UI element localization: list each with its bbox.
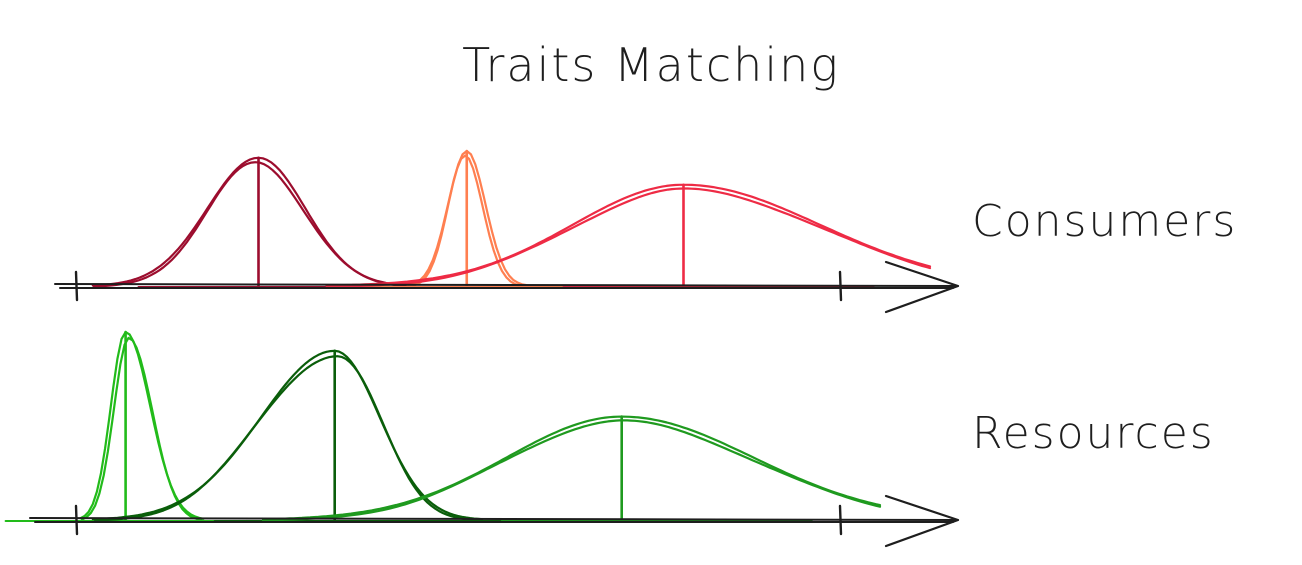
axis-line xyxy=(54,283,959,287)
axis-tick-right xyxy=(838,270,843,302)
axis-arrowhead xyxy=(884,260,960,314)
distribution-curve-1 xyxy=(92,161,415,288)
consumers-plot xyxy=(54,149,960,314)
distribution-curve-3 xyxy=(261,419,882,522)
resources-plot xyxy=(4,330,960,548)
distribution-curve-3 xyxy=(325,187,932,288)
resources-label: Resources xyxy=(972,408,1215,459)
axis-line xyxy=(29,517,959,521)
axis-tick-right xyxy=(838,504,843,536)
distribution-curve-2 xyxy=(408,154,525,288)
axis-tick-left xyxy=(74,270,79,302)
diagram-title: Traits Matching xyxy=(462,38,840,92)
distribution-curve-3 xyxy=(263,415,882,521)
axis-tick-left xyxy=(74,504,79,536)
distribution-curve-1 xyxy=(91,156,413,287)
axis-arrowhead xyxy=(884,494,960,548)
distribution-curve-3 xyxy=(325,183,932,287)
consumers-label: Consumers xyxy=(972,196,1238,247)
distribution-curve-2 xyxy=(94,355,481,522)
distribution-curve-2 xyxy=(91,349,484,521)
distribution-curve-1 xyxy=(81,336,203,522)
